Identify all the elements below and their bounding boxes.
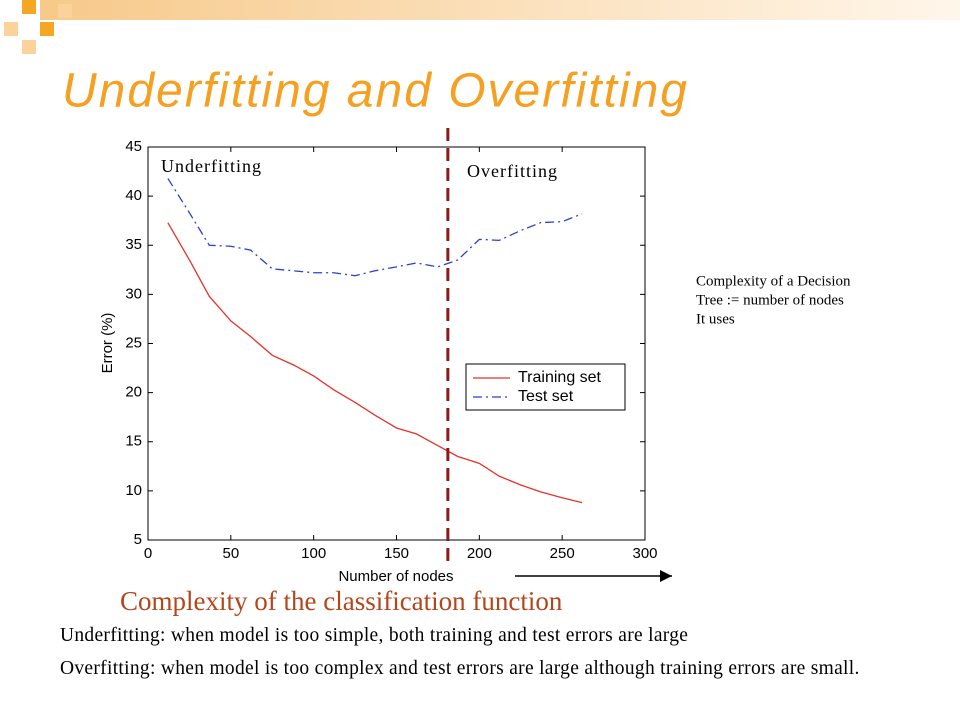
side-note-line: It uses — [696, 311, 735, 327]
x-tick-label: 150 — [384, 545, 409, 562]
x-tick-label: 100 — [301, 545, 326, 562]
side-note-line: Tree := number of nodes — [696, 292, 844, 308]
y-tick-label: 10 — [125, 482, 142, 499]
side-note-line: Complexity of a Decision — [696, 273, 851, 289]
decor-square — [40, 22, 54, 36]
notes: Underfitting: when model is too simple, … — [60, 623, 920, 689]
header-band — [40, 0, 960, 20]
y-tick-label: 40 — [125, 187, 142, 204]
y-tick-label: 30 — [125, 285, 142, 302]
side-note: Complexity of a Decision Tree := number o… — [696, 273, 851, 327]
note: Underfitting: when model is too simple, … — [60, 625, 689, 646]
plot: 0 50 100 150 200 250 300 5 10 15 20 25 30 35 40 45 — [125, 138, 657, 562]
x-axis-title: Number of nodes — [338, 568, 453, 585]
legend-label: Test set — [518, 388, 574, 405]
annotation: Underfitting — [161, 156, 262, 176]
note: Overfitting: when model is too complex a… — [60, 658, 860, 679]
y-tick-label: 35 — [125, 236, 142, 253]
x-tick-label: 0 — [144, 545, 152, 562]
decor-square — [4, 22, 18, 36]
y-axis-title: Error (%) — [99, 313, 116, 374]
y-tick-label: 45 — [125, 138, 142, 155]
legend-label: Training set — [518, 369, 602, 386]
decor-square — [22, 40, 36, 54]
y-tick-label: 15 — [125, 433, 142, 450]
annotation: Overfitting — [467, 161, 558, 181]
y-tick-label: 5 — [134, 531, 142, 548]
decor-square — [58, 4, 72, 18]
x-tick-label: 300 — [632, 545, 657, 562]
x-tick-label: 200 — [467, 545, 492, 562]
series-line — [167, 178, 583, 277]
y-tick-label: 20 — [125, 384, 142, 401]
subtitle: Complexity of the classification functio… — [120, 586, 563, 616]
series-line — [167, 222, 583, 504]
x-tick-label: 250 — [550, 545, 575, 562]
plot-frame — [147, 146, 646, 541]
x-tick-label: 50 — [222, 545, 239, 562]
legend: Training set Test set — [473, 369, 602, 405]
y-tick-label: 25 — [125, 334, 142, 351]
slide-title: Underfitting and Overfitting — [62, 65, 689, 118]
legend-box — [465, 363, 626, 411]
decor-square — [22, 0, 36, 14]
